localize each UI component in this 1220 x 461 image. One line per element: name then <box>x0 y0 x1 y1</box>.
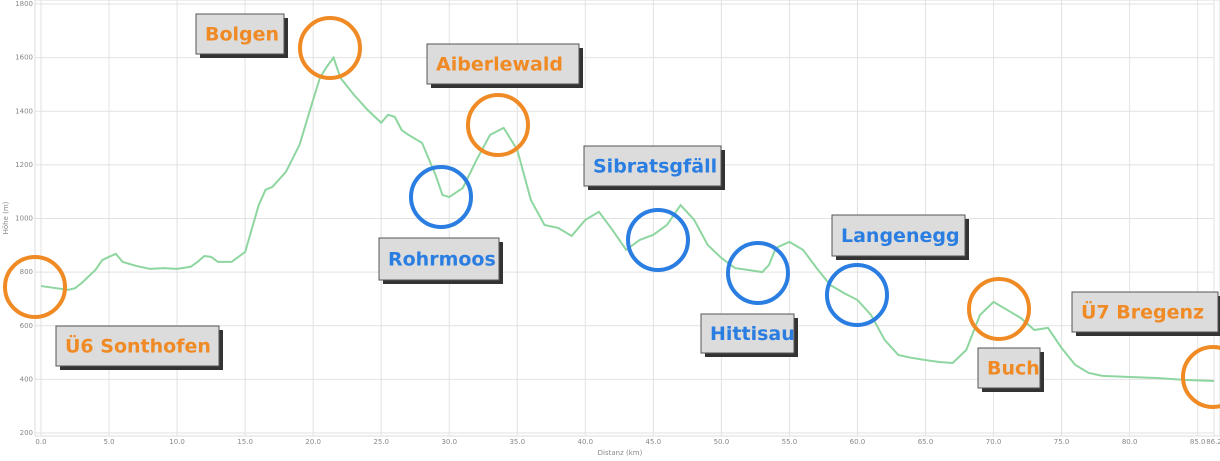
annotation-label: Sibratsgfäll <box>593 156 717 178</box>
annotation-label: Ü7 Bregenz <box>1081 300 1204 324</box>
x-tick-label: 65.0 <box>918 438 934 446</box>
x-tick-label: 5.0 <box>103 438 114 446</box>
label-box <box>195 13 285 55</box>
x-tick-label: 20.0 <box>305 438 321 446</box>
x-tick-label: 80.0 <box>1122 438 1138 446</box>
y-tick-label: 600 <box>20 322 33 330</box>
highlight-circle <box>409 165 473 229</box>
x-tick-label: 30.0 <box>441 438 457 446</box>
label-box <box>55 325 220 367</box>
x-tick-label: 75.0 <box>1054 438 1070 446</box>
highlight-circle <box>298 16 362 80</box>
label-box <box>831 214 966 257</box>
x-tick-label: 25.0 <box>373 438 389 446</box>
elevation-line <box>40 55 1215 382</box>
highlight-circle <box>967 277 1031 341</box>
highlight-circle <box>466 93 530 157</box>
y-tick-label: 1000 <box>15 215 33 223</box>
label-box <box>700 313 795 354</box>
y-tick-label: 400 <box>20 375 33 383</box>
x-tick-label: 85.0 <box>1190 438 1206 446</box>
label-box <box>583 145 722 187</box>
annotation-label: Bolgen <box>205 24 279 46</box>
annotation-label: Hittisau <box>710 323 795 345</box>
x-tick-label: 10.0 <box>169 438 185 446</box>
annotation-label: Aiberlewald <box>436 54 563 76</box>
label-box <box>378 237 500 281</box>
y-tick-label: 1200 <box>15 161 33 169</box>
x-tick-label: 45.0 <box>646 438 662 446</box>
annotation-label: Rohrmoos <box>388 249 496 271</box>
annotation-label: Buch <box>987 358 1040 380</box>
highlight-circle <box>726 241 790 305</box>
y-tick-label: 1800 <box>15 0 33 8</box>
highlight-circle <box>1181 345 1220 409</box>
y-tick-label: 1600 <box>15 54 33 62</box>
x-axis-label: Distanz (km) <box>598 449 643 457</box>
x-tick-label: 86.2 <box>1206 438 1220 446</box>
y-tick-label: 800 <box>20 268 33 276</box>
label-box <box>1071 291 1219 333</box>
y-tick-label: 1400 <box>15 107 33 115</box>
x-tick-label: 55.0 <box>782 438 798 446</box>
label-box <box>977 347 1041 389</box>
x-tick-label: 40.0 <box>578 438 594 446</box>
x-tick-label: 0.0 <box>35 438 46 446</box>
x-tick-label: 50.0 <box>714 438 730 446</box>
x-tick-label: 70.0 <box>986 438 1002 446</box>
annotation-label: Langenegg <box>841 225 960 247</box>
label-box <box>426 43 580 85</box>
y-axis-label: Höhe (m) <box>2 201 10 234</box>
x-tick-label: 15.0 <box>237 438 253 446</box>
y-tick-label: 200 <box>20 429 33 437</box>
highlight-circle <box>825 263 889 327</box>
x-tick-label: 60.0 <box>850 438 866 446</box>
annotation-label: Ü6 Sonthofen <box>65 334 211 358</box>
highlight-circle <box>626 208 690 272</box>
x-tick-label: 35.0 <box>509 438 525 446</box>
highlight-circle <box>3 255 67 319</box>
